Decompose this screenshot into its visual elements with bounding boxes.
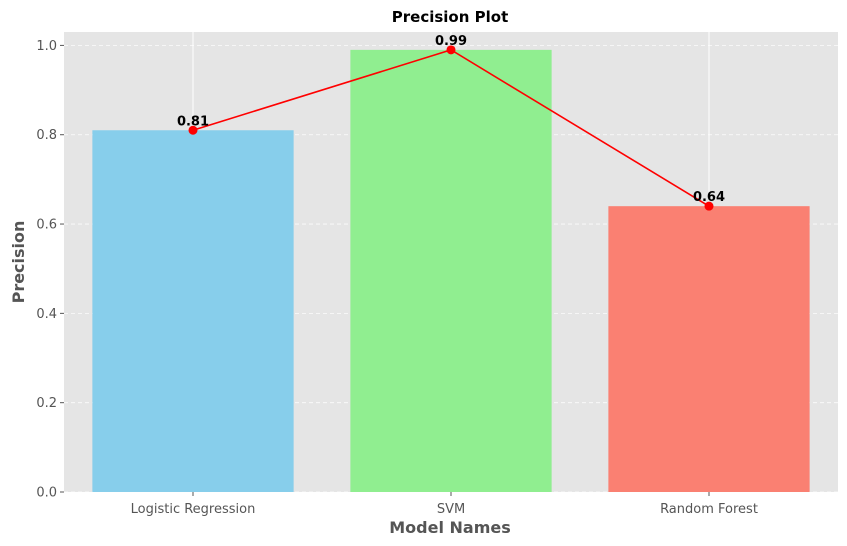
y-tick-label: 1.0 — [36, 39, 57, 54]
y-tick-label: 0.0 — [36, 486, 57, 501]
x-tick-label: Logistic Regression — [131, 502, 256, 517]
x-axis-label: Model Names — [389, 518, 511, 537]
chart-title: Precision Plot — [392, 8, 508, 26]
y-tick-label: 0.8 — [36, 128, 57, 143]
y-axis-ticks: 0.0 0.2 0.4 0.6 0.8 1.0 — [36, 39, 64, 501]
y-tick-label: 0.6 — [36, 218, 57, 233]
data-label: 0.81 — [177, 114, 209, 129]
bar-random-forest — [608, 206, 810, 493]
data-label: 0.99 — [435, 34, 467, 49]
bar-logistic-regression — [92, 130, 294, 492]
y-tick-label: 0.4 — [36, 307, 57, 322]
line-marker — [446, 45, 456, 55]
y-tick-label: 0.2 — [36, 396, 57, 411]
x-tick-label: Random Forest — [660, 502, 758, 517]
y-axis-label: Precision — [9, 221, 28, 304]
x-axis-ticks: Logistic Regression SVM Random Forest — [131, 492, 758, 517]
line-marker — [704, 201, 714, 211]
line-marker — [188, 125, 198, 135]
data-labels: 0.81 0.99 0.64 — [177, 34, 725, 205]
bar-svm — [350, 49, 552, 493]
bar-group — [92, 49, 810, 493]
line-overlay — [188, 45, 714, 211]
x-tick-label: SVM — [437, 502, 465, 517]
data-label: 0.64 — [693, 190, 725, 205]
